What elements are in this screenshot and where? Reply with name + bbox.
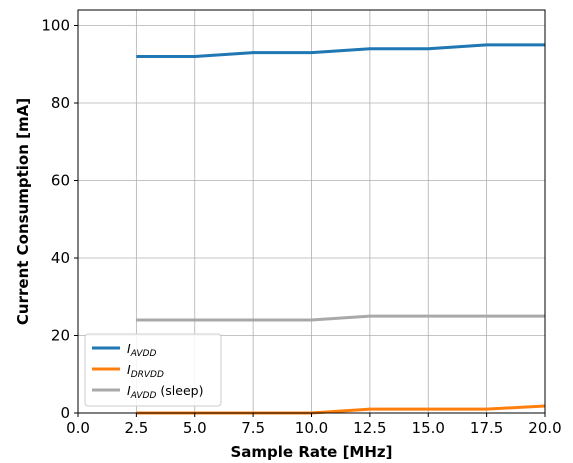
legend-label-subscript: DRVDD	[131, 370, 164, 380]
y-axis-label: Current Consumption [mA]	[14, 98, 32, 325]
y-tick-label: 60	[51, 172, 70, 190]
legend-box	[84, 333, 222, 407]
y-tick-label: 20	[51, 327, 70, 345]
legend-label-main: I	[127, 383, 131, 398]
legend-label-suffix: (sleep)	[156, 383, 203, 398]
x-tick-label: 15.0	[412, 419, 445, 437]
series-line-0	[136, 43, 545, 58]
axis-ticks: 0.0 2.5 5.0 7.5 10.0 12.5 15.0 17.5 20.0 0 20 40 60 8…	[41, 17, 561, 438]
series-line-2	[136, 314, 545, 322]
y-tick-label: 100	[41, 17, 70, 35]
legend-label-main: I	[127, 362, 131, 377]
legend-label: IAVDD (sleep)	[127, 383, 203, 401]
x-tick-label: 20.0	[528, 419, 561, 437]
y-tick-label: 0	[60, 404, 70, 422]
x-tick-label: 2.5	[124, 419, 148, 437]
x-tick-label: 12.5	[353, 419, 386, 437]
legend-label-subscript: AVDD	[130, 349, 157, 359]
legend-label-main: I	[127, 341, 131, 356]
legend-label: IAVDD	[127, 341, 156, 359]
x-tick-label: 7.5	[241, 419, 265, 437]
x-tick-label: 10.0	[295, 419, 328, 437]
y-tick-label: 40	[51, 249, 70, 267]
series-line-1	[136, 404, 546, 415]
x-tick-label: 0.0	[66, 419, 90, 437]
x-tick-label: 5.0	[183, 419, 207, 437]
y-tick-label: 80	[51, 94, 70, 112]
legend-label: IDRVDD	[127, 362, 164, 380]
x-axis-label: Sample Rate [MHz]	[231, 443, 393, 461]
x-tick-label: 17.5	[470, 419, 503, 437]
legend-label-subscript: AVDD	[130, 391, 157, 401]
